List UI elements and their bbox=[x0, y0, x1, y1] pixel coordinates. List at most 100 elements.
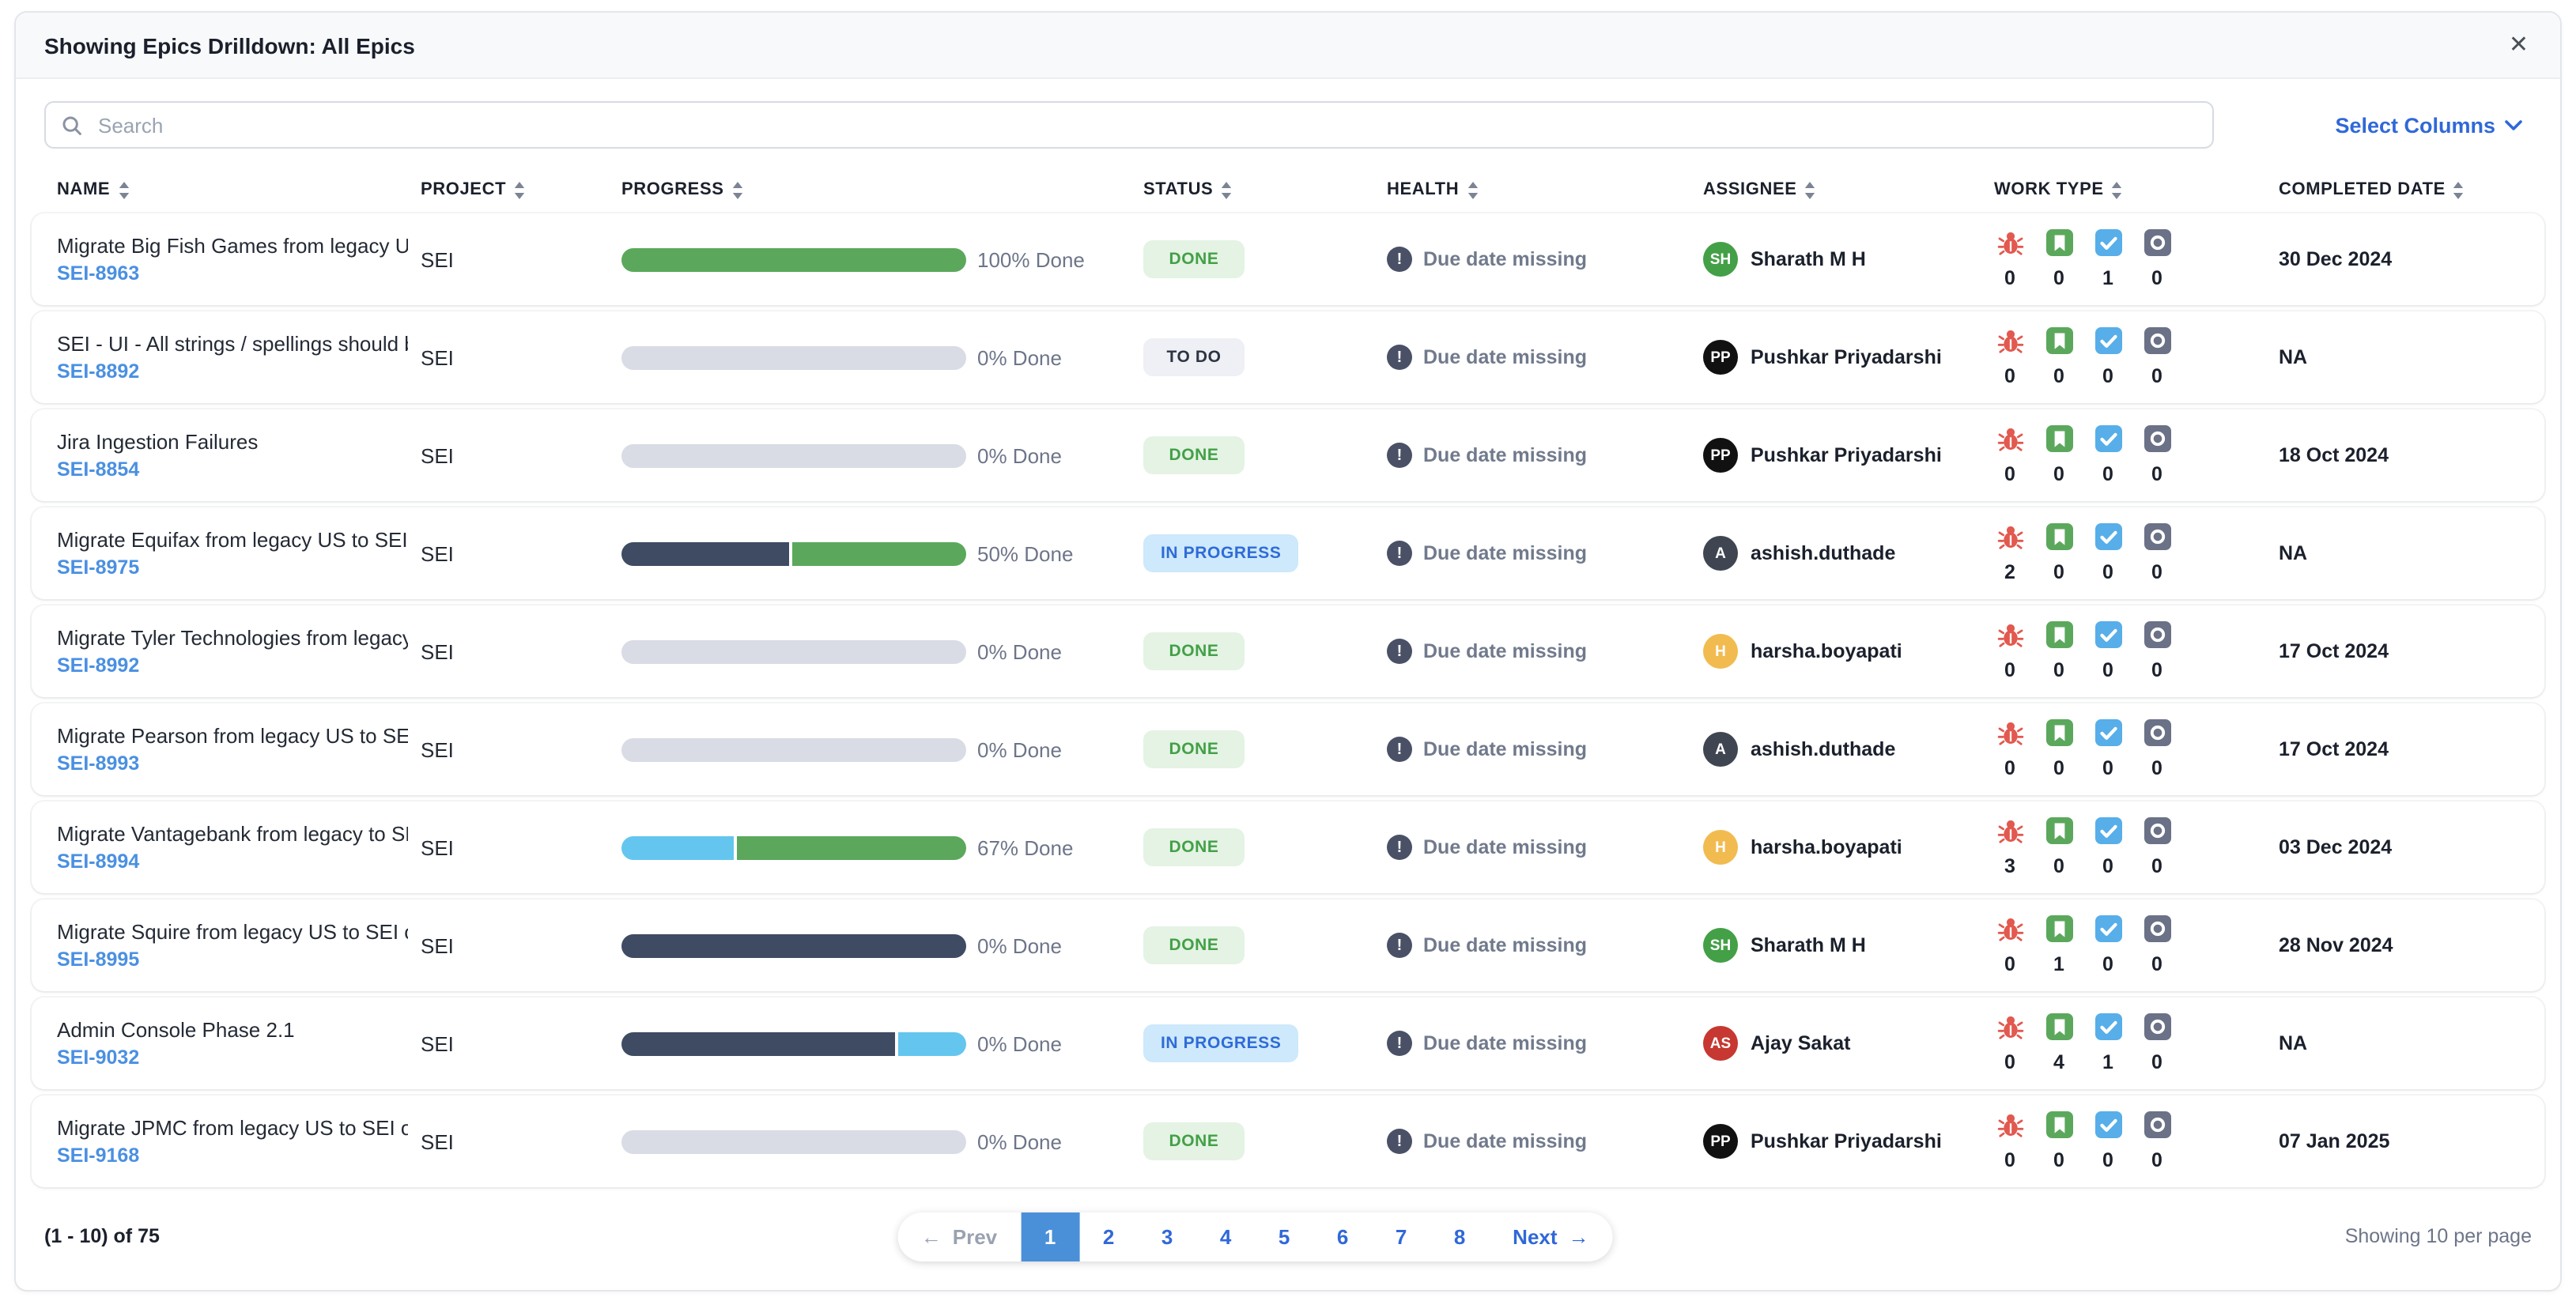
sort-icon bbox=[1221, 181, 1232, 198]
story-icon bbox=[2045, 817, 2072, 844]
column-header-progress[interactable]: PROGRESS bbox=[621, 180, 1143, 199]
epic-key-link[interactable]: SEI-8993 bbox=[57, 752, 140, 775]
health-text: Due date missing bbox=[1423, 346, 1587, 368]
page-button-2[interactable]: 2 bbox=[1079, 1212, 1138, 1261]
task-icon bbox=[2094, 425, 2121, 452]
page-button-3[interactable]: 3 bbox=[1138, 1212, 1196, 1261]
assignee-name: harsha.boyapati bbox=[1751, 836, 1902, 858]
work-type-bug: 0 bbox=[1994, 229, 2026, 289]
task-count: 0 bbox=[2102, 757, 2113, 779]
epic-key-link[interactable]: SEI-8995 bbox=[57, 948, 140, 971]
table-row: Admin Console Phase 2.1 SEI-9032 SEI 0% … bbox=[32, 997, 2544, 1089]
epic-key-link[interactable]: SEI-8975 bbox=[57, 556, 140, 579]
progress-label: 100% Done bbox=[977, 247, 1085, 271]
assignee-name: harsha.boyapati bbox=[1751, 640, 1902, 662]
other-icon bbox=[2144, 1111, 2170, 1138]
epic-name: Migrate Big Fish Games from legacy US to… bbox=[57, 234, 408, 258]
column-header-assignee[interactable]: ASSIGNEE bbox=[1703, 180, 1994, 199]
name-cell: Admin Console Phase 2.1 SEI-9032 bbox=[57, 1018, 421, 1069]
bug-icon bbox=[1996, 1013, 2023, 1040]
page-button-5[interactable]: 5 bbox=[1255, 1212, 1313, 1261]
progress-label: 0% Done bbox=[977, 1129, 1062, 1153]
epic-key-link[interactable]: SEI-8892 bbox=[57, 360, 140, 383]
epic-key-link[interactable]: SEI-9032 bbox=[57, 1046, 140, 1069]
assignee-cell: H harsha.boyapati bbox=[1703, 830, 1994, 865]
assignee-cell: A ashish.duthade bbox=[1703, 732, 1994, 767]
work-type-story: 0 bbox=[2043, 229, 2075, 289]
bug-count: 0 bbox=[2004, 365, 2015, 387]
work-type-other: 0 bbox=[2141, 621, 2173, 681]
completed-date: 18 Oct 2024 bbox=[2279, 444, 2389, 466]
prev-page-button[interactable]: ← Prev bbox=[897, 1212, 1021, 1261]
other-count: 0 bbox=[2151, 463, 2162, 485]
avatar: H bbox=[1703, 634, 1738, 669]
name-cell: Migrate Pearson from legacy US to SEI on… bbox=[57, 724, 421, 775]
table-header: NAME PROJECT PROGRESS STATUS HEALTH ASSIGNEE W… bbox=[16, 164, 2560, 213]
column-header-status[interactable]: STATUS bbox=[1143, 180, 1387, 199]
epic-name: Migrate Vantagebank from legacy to SEI o… bbox=[57, 822, 408, 846]
bug-icon bbox=[1996, 1111, 2023, 1138]
work-type-bug: 2 bbox=[1994, 523, 2026, 583]
story-count: 0 bbox=[2053, 1149, 2064, 1171]
column-header-name[interactable]: NAME bbox=[57, 180, 421, 199]
status-cell: DONE bbox=[1143, 926, 1387, 964]
exclamation-circle-icon: ! bbox=[1387, 1129, 1412, 1154]
close-icon[interactable]: ✕ bbox=[2506, 30, 2532, 60]
page-button-1[interactable]: 1 bbox=[1021, 1212, 1080, 1261]
page-button-7[interactable]: 7 bbox=[1372, 1212, 1430, 1261]
other-icon bbox=[2144, 425, 2170, 452]
work-type-bug: 0 bbox=[1994, 1111, 2026, 1171]
health-text: Due date missing bbox=[1423, 248, 1587, 270]
work-type-story: 0 bbox=[2043, 425, 2075, 485]
progress-bar bbox=[621, 443, 966, 467]
status-cell: DONE bbox=[1143, 436, 1387, 474]
name-cell: Migrate Big Fish Games from legacy US to… bbox=[57, 234, 421, 285]
sort-icon bbox=[2112, 181, 2123, 198]
health-cell: ! Due date missing bbox=[1387, 1031, 1703, 1056]
column-header-completed-date[interactable]: COMPLETED DATE bbox=[2279, 180, 2519, 199]
avatar: PP bbox=[1703, 1124, 1738, 1159]
status-cell: DONE bbox=[1143, 632, 1387, 670]
search-box[interactable] bbox=[44, 101, 2214, 149]
epic-name: Migrate JPMC from legacy US to SEI on Ha… bbox=[57, 1116, 408, 1140]
chevron-down-icon bbox=[2505, 119, 2522, 130]
other-icon bbox=[2144, 1013, 2170, 1040]
epic-key-link[interactable]: SEI-8994 bbox=[57, 850, 140, 873]
other-icon bbox=[2144, 229, 2170, 256]
project-value: SEI bbox=[421, 639, 454, 663]
table-row: Jira Ingestion Failures SEI-8854 SEI 0% … bbox=[32, 409, 2544, 501]
avatar: AS bbox=[1703, 1026, 1738, 1061]
epic-name: Migrate Equifax from legacy US to SEI on… bbox=[57, 528, 408, 552]
epic-key-link[interactable]: SEI-8854 bbox=[57, 458, 140, 481]
column-header-health[interactable]: HEALTH bbox=[1387, 180, 1703, 199]
search-input[interactable] bbox=[95, 111, 2196, 138]
progress-cell: 0% Done bbox=[621, 639, 1143, 663]
select-columns-button[interactable]: Select Columns bbox=[2325, 111, 2532, 138]
other-count: 0 bbox=[2151, 561, 2162, 583]
progress-cell: 100% Done bbox=[621, 247, 1143, 271]
sort-icon bbox=[514, 181, 525, 198]
page-button-4[interactable]: 4 bbox=[1196, 1212, 1255, 1261]
epic-key-link[interactable]: SEI-9168 bbox=[57, 1145, 140, 1167]
column-header-work-type[interactable]: WORK TYPE bbox=[1994, 180, 2279, 199]
search-icon bbox=[62, 115, 82, 135]
epic-key-link[interactable]: SEI-8963 bbox=[57, 262, 140, 285]
epic-key-link[interactable]: SEI-8992 bbox=[57, 654, 140, 677]
exclamation-circle-icon: ! bbox=[1387, 345, 1412, 370]
exclamation-circle-icon: ! bbox=[1387, 933, 1412, 958]
other-count: 0 bbox=[2151, 659, 2162, 681]
status-cell: IN PROGRESS bbox=[1143, 534, 1387, 572]
task-icon bbox=[2094, 1013, 2121, 1040]
work-type-cell: 2 0 0 bbox=[1994, 523, 2279, 583]
next-page-button[interactable]: Next → bbox=[1489, 1212, 1612, 1261]
epic-name: Jira Ingestion Failures bbox=[57, 430, 259, 454]
work-type-story: 0 bbox=[2043, 327, 2075, 387]
story-icon bbox=[2045, 523, 2072, 550]
work-type-other: 0 bbox=[2141, 915, 2173, 975]
completed-date: NA bbox=[2279, 542, 2308, 564]
task-count: 0 bbox=[2102, 1149, 2113, 1171]
column-header-project[interactable]: PROJECT bbox=[421, 180, 621, 199]
page-button-8[interactable]: 8 bbox=[1430, 1212, 1489, 1261]
page-button-6[interactable]: 6 bbox=[1313, 1212, 1372, 1261]
